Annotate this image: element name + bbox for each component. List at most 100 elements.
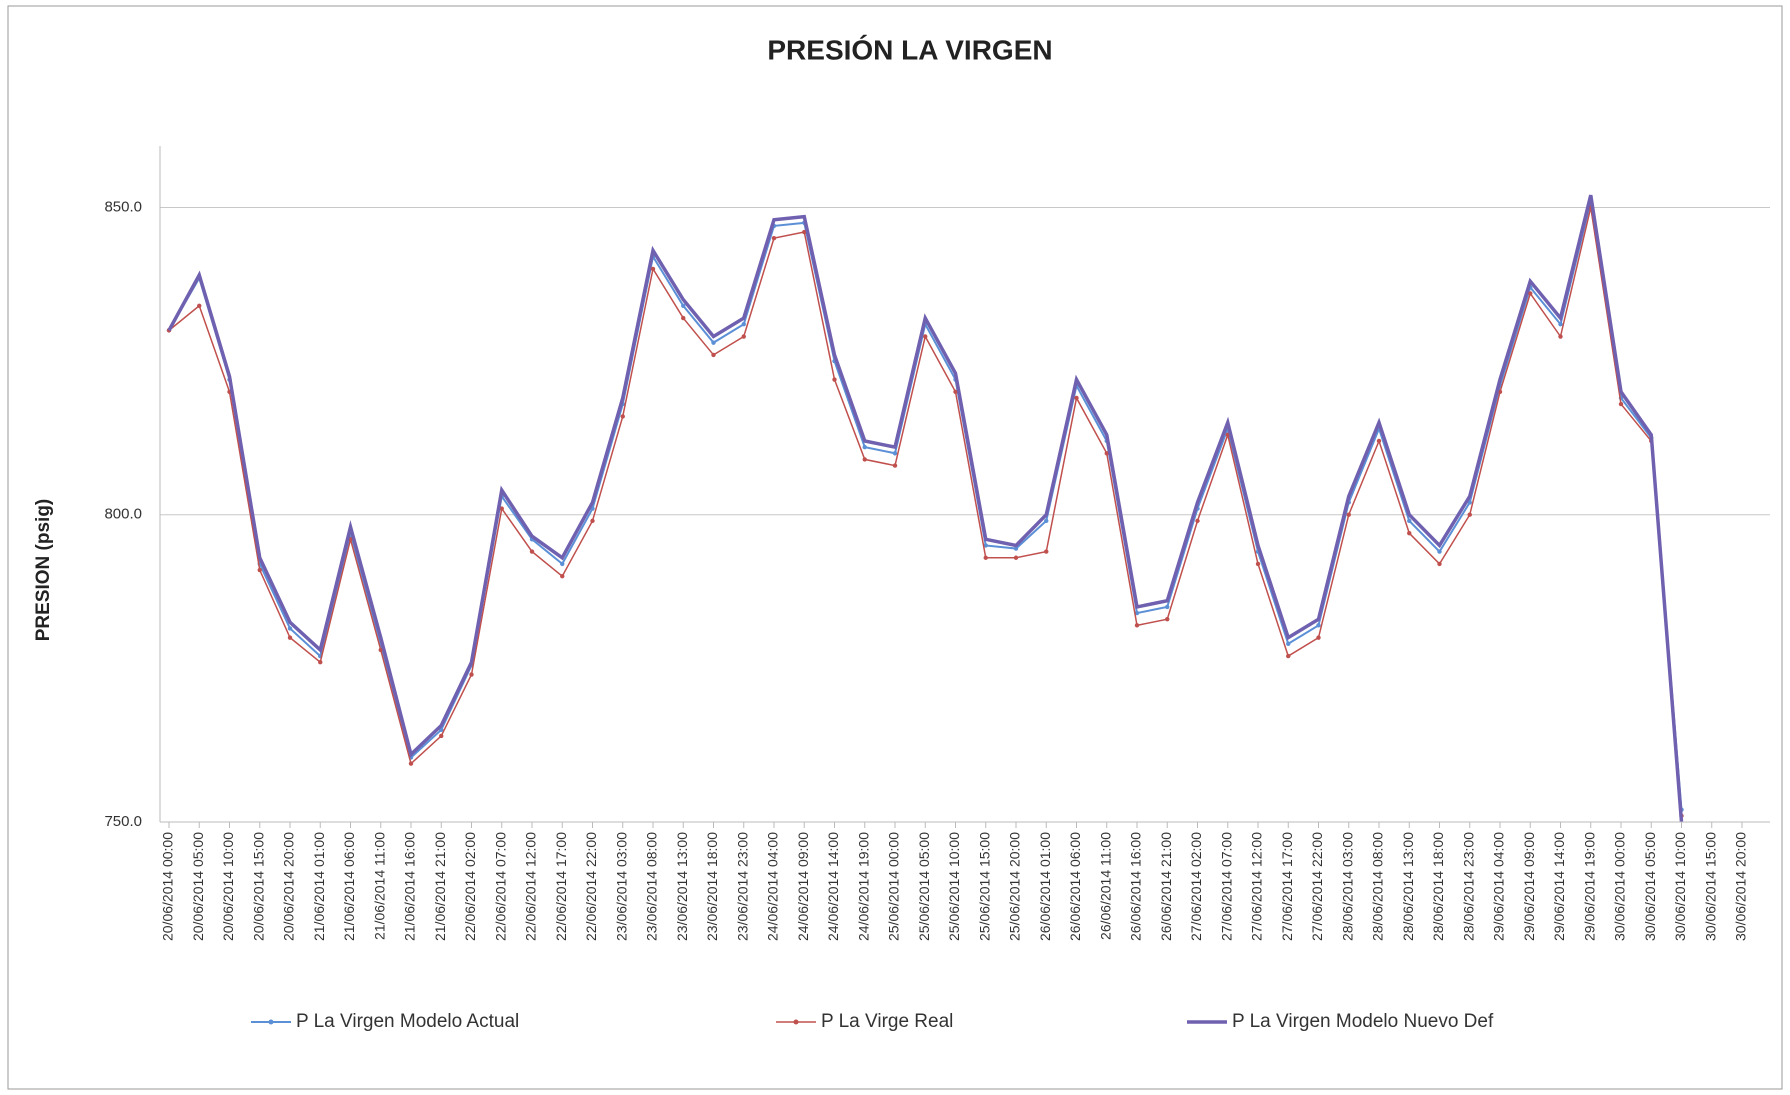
- x-tick-label: 26/06/2014 11:00: [1097, 832, 1113, 940]
- point: [1286, 641, 1291, 646]
- point: [1558, 334, 1563, 339]
- x-tick-label: 20/06/2014 00:00: [160, 832, 176, 941]
- y-tick-label: 750.0: [104, 813, 142, 830]
- x-tick-label: 23/06/2014 08:00: [644, 832, 660, 941]
- chart-title: PRESIÓN LA VIRGEN: [767, 34, 1052, 65]
- x-tick-label: 23/06/2014 18:00: [704, 832, 720, 941]
- point: [1437, 561, 1442, 567]
- legend-label: P La Virge Real: [821, 1011, 953, 1032]
- point: [620, 414, 625, 419]
- x-tick-label: 21/06/2014 21:00: [432, 832, 448, 941]
- point: [529, 549, 535, 554]
- x-tick-label: 24/06/2014 04:00: [765, 832, 781, 941]
- legend-label: P La Virgen Modelo Actual: [296, 1011, 519, 1032]
- chart-border: [7, 5, 1783, 1090]
- x-tick-label: 30/06/2014 15:00: [1702, 832, 1718, 941]
- x-tick-label: 21/06/2014 11:00: [371, 832, 387, 940]
- x-tick-label: 20/06/2014 20:00: [281, 832, 297, 941]
- point: [892, 463, 898, 468]
- x-tick-label: 29/06/2014 14:00: [1551, 832, 1567, 941]
- x-tick-label: 29/06/2014 19:00: [1581, 832, 1597, 941]
- x-tick-label: 20/06/2014 10:00: [220, 832, 236, 941]
- point: [1134, 623, 1140, 628]
- point: [560, 573, 565, 579]
- point: [1407, 518, 1412, 524]
- x-tick-label: 24/06/2014 09:00: [795, 832, 811, 941]
- point: [862, 444, 867, 450]
- x-tick-label: 28/06/2014 08:00: [1370, 832, 1386, 941]
- point: [1437, 549, 1442, 554]
- x-tick-label: 28/06/2014 23:00: [1460, 832, 1476, 941]
- point: [1255, 561, 1261, 567]
- x-tick-label: 20/06/2014 05:00: [190, 832, 206, 941]
- point: [1316, 635, 1321, 640]
- x-tick-label: 27/06/2014 02:00: [1188, 832, 1204, 941]
- point: [1044, 518, 1049, 524]
- point: [1407, 530, 1412, 536]
- series-line: [167, 194, 1684, 823]
- x-tick-label: 20/06/2014 15:00: [250, 832, 266, 941]
- y-axis-label: PRESION (psig): [33, 499, 54, 642]
- x-tick-label: 21/06/2014 16:00: [402, 832, 418, 941]
- point: [1286, 653, 1291, 659]
- point: [1316, 623, 1321, 628]
- x-tick-label: 30/06/2014 00:00: [1612, 832, 1628, 941]
- x-tick-label: 23/06/2014 23:00: [734, 832, 750, 941]
- point: [953, 389, 958, 395]
- legend-marker: [268, 1019, 274, 1025]
- point: [499, 506, 504, 511]
- point: [1346, 512, 1351, 517]
- point: [1467, 512, 1472, 517]
- point: [681, 315, 686, 321]
- x-tick-label: 27/06/2014 22:00: [1309, 832, 1325, 941]
- x-tick-label: 25/06/2014 00:00: [886, 832, 902, 941]
- x-tick-label: 25/06/2014 10:00: [946, 832, 962, 941]
- x-tick-label: 22/06/2014 02:00: [462, 832, 478, 941]
- point: [318, 660, 323, 665]
- point: [469, 672, 474, 677]
- x-tick-label: 29/06/2014 04:00: [1491, 832, 1507, 941]
- x-tick-label: 28/06/2014 03:00: [1339, 832, 1355, 941]
- x-tick-label: 26/06/2014 16:00: [1128, 832, 1144, 941]
- x-tick-label: 30/06/2014 10:00: [1672, 832, 1688, 941]
- point: [650, 266, 656, 272]
- point: [1558, 322, 1563, 327]
- x-tick-label: 25/06/2014 15:00: [976, 832, 992, 941]
- x-tick-label: 22/06/2014 07:00: [492, 832, 508, 941]
- x-tick-label: 26/06/2014 21:00: [1158, 832, 1174, 941]
- x-tick-label: 26/06/2014 06:00: [1067, 832, 1083, 941]
- legend-marker: [793, 1019, 799, 1025]
- point: [741, 334, 746, 339]
- point: [439, 733, 444, 739]
- x-tick-label: 28/06/2014 18:00: [1430, 832, 1446, 941]
- x-tick-label: 26/06/2014 01:00: [1037, 832, 1053, 941]
- x-tick-label: 30/06/2014 05:00: [1642, 832, 1658, 941]
- point: [1195, 518, 1200, 524]
- point: [1134, 610, 1140, 616]
- point: [832, 377, 837, 382]
- point: [1528, 291, 1533, 296]
- x-tick-label: 23/06/2014 13:00: [674, 832, 690, 941]
- legend-label: P La Virgen Modelo Nuevo Def: [1232, 1011, 1494, 1032]
- x-tick-label: 27/06/2014 17:00: [1279, 832, 1295, 941]
- x-tick-label: 27/06/2014 07:00: [1218, 832, 1234, 941]
- point: [711, 352, 716, 358]
- point: [1013, 546, 1019, 551]
- x-tick-label: 25/06/2014 05:00: [916, 832, 932, 941]
- point: [1618, 401, 1624, 407]
- point: [1013, 555, 1019, 560]
- point: [197, 303, 202, 308]
- point: [711, 340, 716, 345]
- x-tick-label: 24/06/2014 14:00: [825, 832, 841, 941]
- x-tick-label: 25/06/2014 20:00: [1007, 832, 1023, 941]
- x-tick-label: 24/06/2014 19:00: [855, 832, 871, 941]
- point: [560, 561, 565, 567]
- point: [741, 322, 746, 327]
- x-tick-label: 27/06/2014 12:00: [1249, 832, 1265, 941]
- y-tick-label: 800.0: [104, 506, 142, 523]
- x-tick-label: 22/06/2014 12:00: [523, 832, 539, 941]
- x-tick-label: 23/06/2014 03:00: [613, 832, 629, 941]
- point: [892, 451, 898, 456]
- point: [923, 334, 928, 339]
